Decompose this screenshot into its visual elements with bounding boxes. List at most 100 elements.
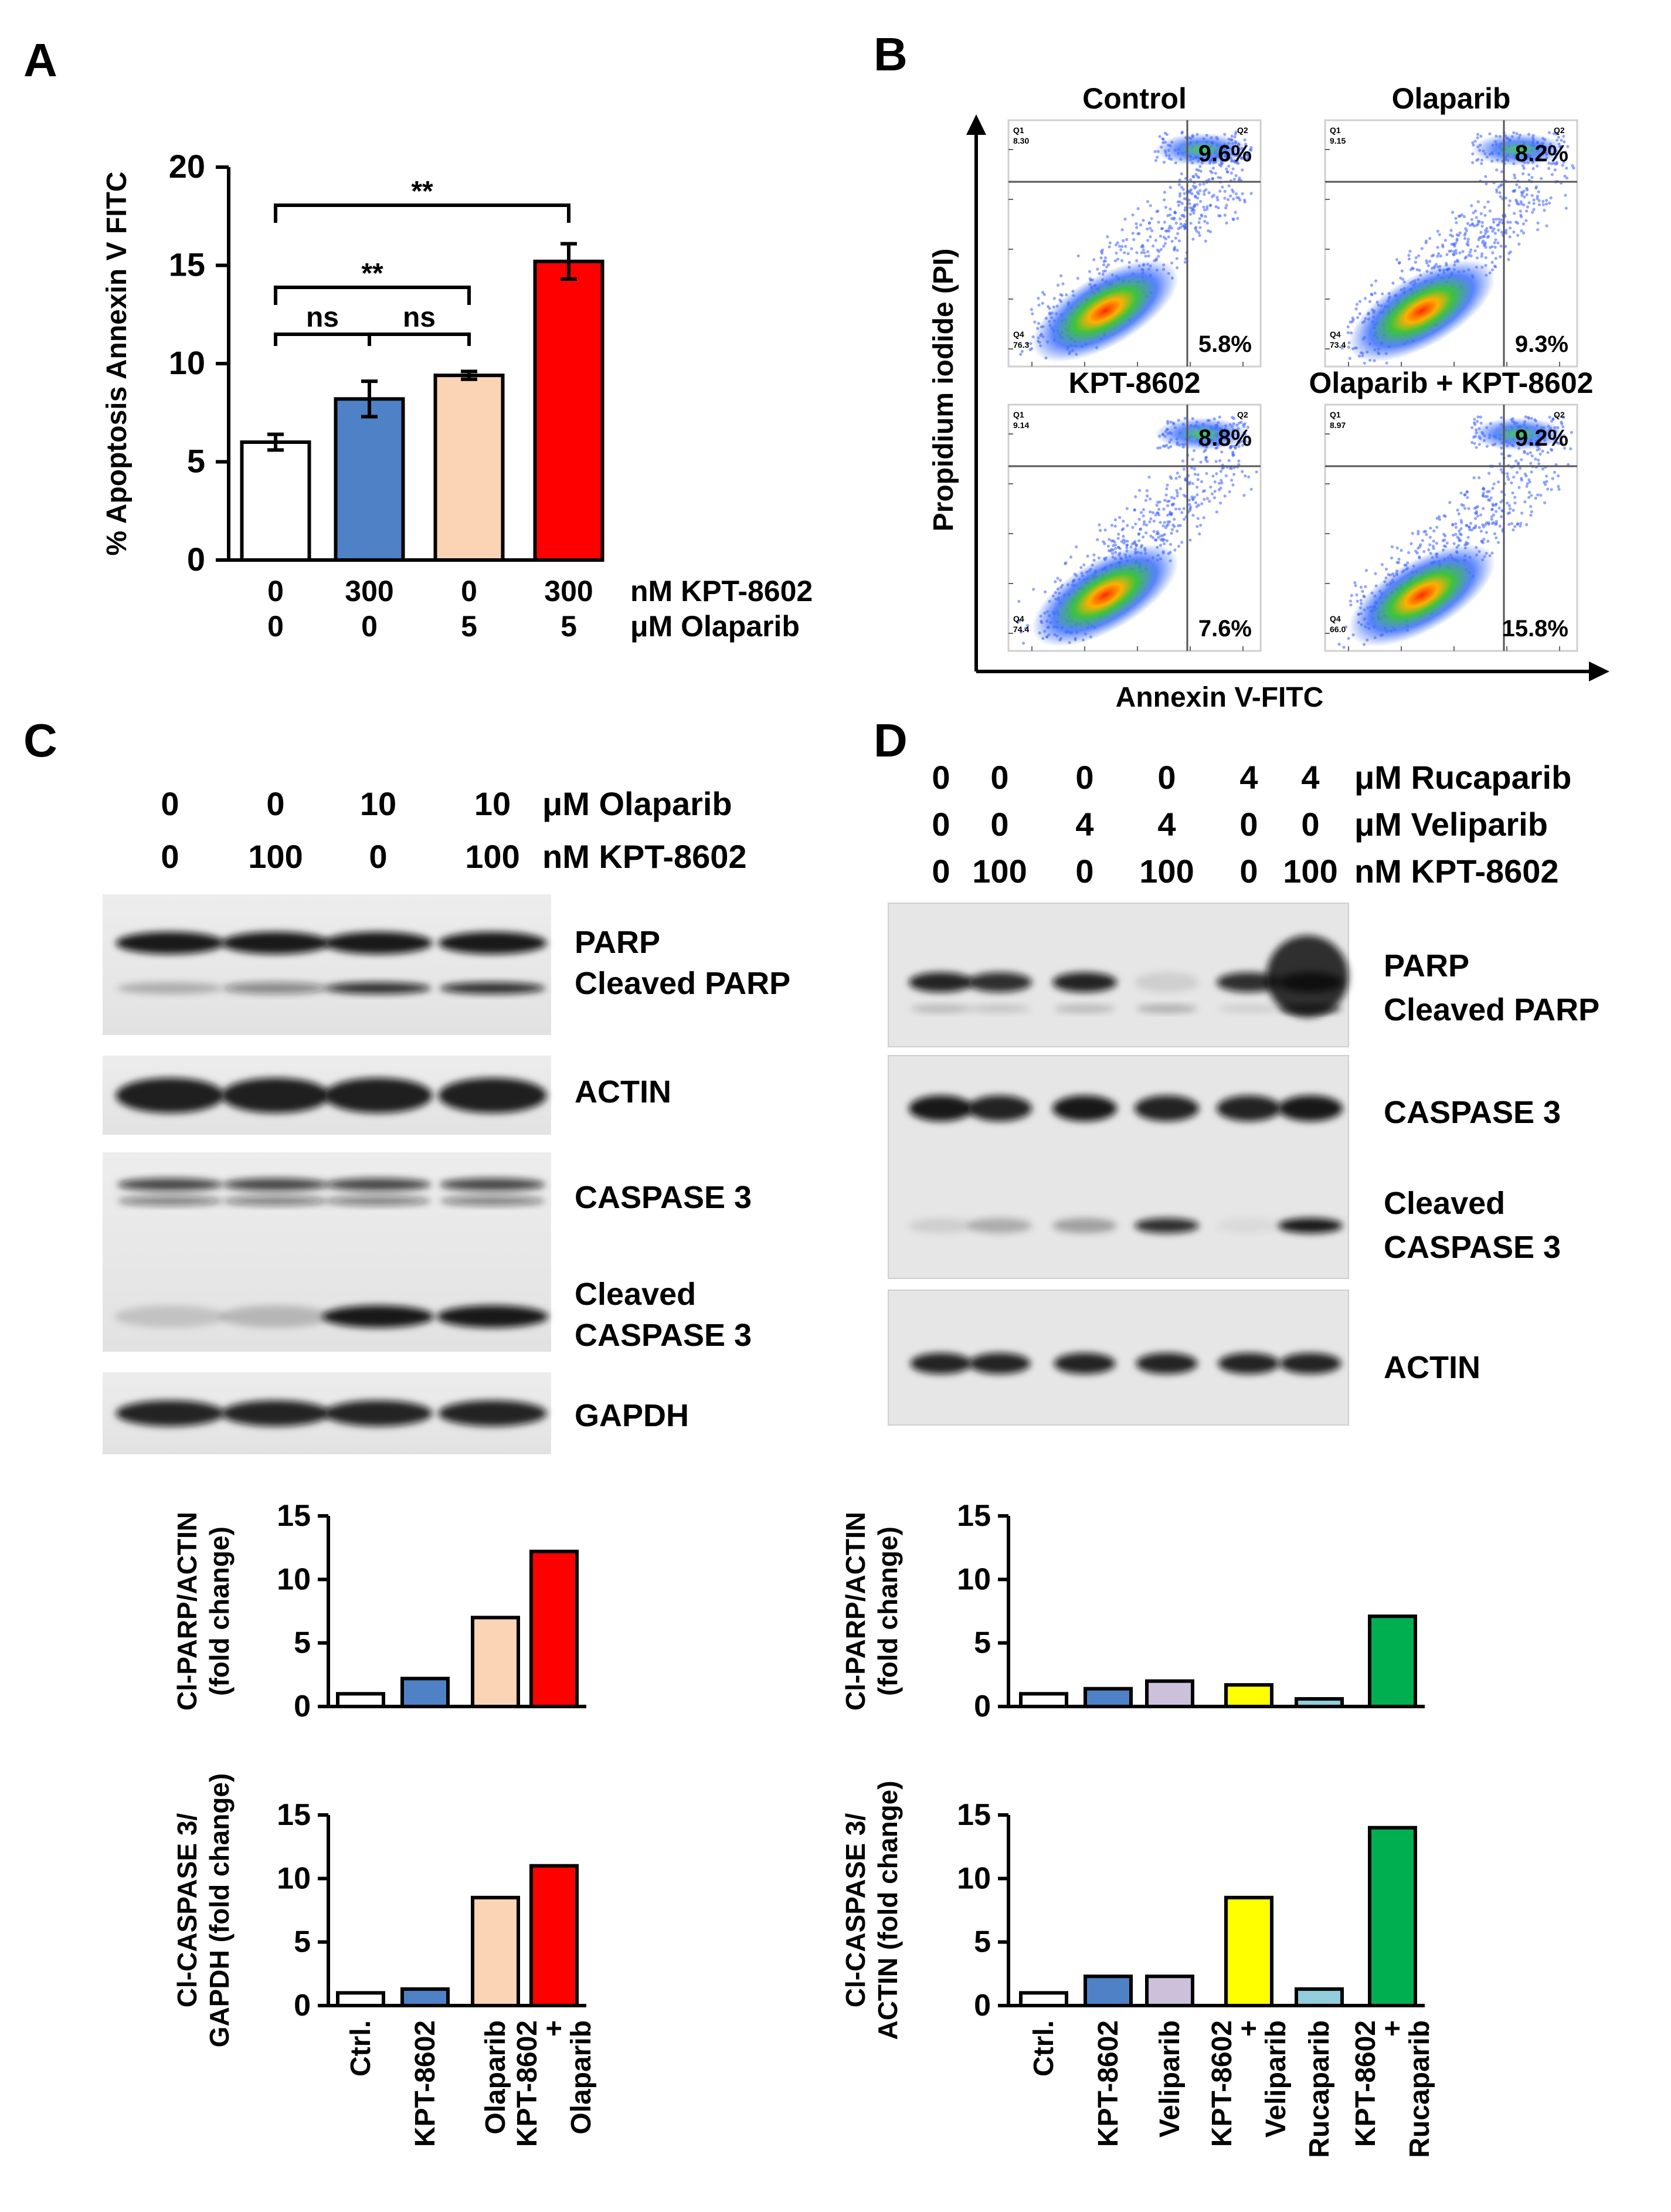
y-tick-label: 15 (169, 246, 205, 283)
c-olaparib-dose: 0 (266, 785, 284, 822)
y-tick-label: 10 (277, 1861, 311, 1895)
q4-label: Q4 (1013, 614, 1024, 623)
flow-y-arrow-icon (966, 114, 986, 135)
y-tick-label: 0 (974, 1989, 991, 2023)
quant-bar (1368, 1826, 1417, 2008)
cleaved-caspase3-band (1135, 1218, 1199, 1233)
d-rucaparib-dose: 0 (990, 759, 1008, 796)
c-blot-label: CASPASE 3 (575, 1318, 752, 1353)
q2-label: Q2 (1554, 125, 1565, 135)
d-veliparib-dose: 0 (932, 806, 950, 843)
quant-category-label: Ctrl. (1028, 2020, 1059, 2077)
quant-bar-chart: 0 5 10 15 Cl-CASPASE 3/GAPDH (fold change) (172, 1773, 586, 2048)
gapdh-band (438, 1400, 547, 1426)
c-olaparib-dose: 10 (360, 785, 396, 822)
y-tick-label: 10 (957, 1562, 991, 1596)
quant-bar-chart: 0 5 10 15 Cl-PARP/ACTIN (fold change) (172, 1499, 586, 1724)
quant-bar (1145, 1974, 1194, 2008)
d-veliparib-dose: 4 (1157, 806, 1176, 843)
cleaved-parp-band (1136, 1005, 1198, 1013)
caspase3-band (967, 1095, 1032, 1121)
error-bar (461, 369, 477, 381)
panel-letter-b: B (874, 28, 908, 80)
q4-label: Q4 (1330, 614, 1341, 623)
cleaved-parp-band (325, 982, 431, 994)
caspase3-band (909, 1095, 973, 1121)
d-veliparib-dose: 0 (990, 806, 1008, 843)
quant-bar (1019, 1991, 1068, 2007)
actin-band (221, 1078, 330, 1113)
apoptosis-bar (533, 259, 604, 562)
quant-category-label: + (539, 2020, 570, 2037)
parp-band (116, 932, 225, 954)
q3-percent: 7.6% (1198, 616, 1252, 642)
cleaved-parp-band (969, 1005, 1031, 1013)
quant-bar (1084, 1687, 1133, 1709)
y-tick-label: 5 (294, 1925, 311, 1959)
actin-band (1136, 1353, 1198, 1374)
d-blot-label: Cleaved (1384, 1186, 1505, 1221)
caspase3-band (1278, 1095, 1343, 1121)
panel-letter-c: C (23, 714, 57, 766)
c-kpt-dose: 0 (369, 838, 387, 875)
panel-c-quant-charts: 0 5 10 15 Cl-PARP/ACTIN (fold change) 0 5 10 15 Cl… (172, 1499, 597, 2147)
panel-b-flow: Propidium iodide (PI) Annexin V-FITC Con… (928, 82, 1609, 713)
cleaved-parp-band (440, 982, 545, 994)
d-kpt-dose: 0 (932, 853, 950, 890)
sig-ns-2: ns (403, 302, 436, 333)
d-kpt-dose: 100 (972, 853, 1027, 890)
q1-value: 9.15 (1330, 136, 1346, 145)
cleaved-caspase3-band (1052, 1218, 1117, 1233)
c-olaparib-dose: 0 (161, 785, 179, 822)
row1-value: 0 (461, 575, 477, 608)
error-bar (267, 432, 284, 452)
panel-letter-a: A (23, 34, 57, 86)
y-tick-label: 10 (277, 1562, 311, 1596)
c-row2-label: nM KPT-8602 (542, 838, 747, 875)
quant-bar-chart: 0 5 10 15 Cl-CASPASE 3/ACTIN (fold change) (840, 1780, 1425, 2040)
d-row1-label: μM Rucaparib (1354, 759, 1571, 796)
density-core (1349, 259, 1495, 362)
q1-value: 8.97 (1330, 420, 1346, 430)
quant-bar (471, 1616, 520, 1708)
y-tick-label: 5 (294, 1626, 311, 1660)
flow-y-axis-label: Propidium iodide (PI) (928, 249, 959, 532)
q4-value: 66.0 (1330, 625, 1346, 634)
caspase3-band (117, 1178, 223, 1191)
quant-y-label: ACTIN (fold change) (872, 1780, 903, 2040)
density-q2 (1472, 418, 1565, 450)
cleaved-caspase3-band (967, 1218, 1032, 1233)
q2-percent: 9.2% (1515, 425, 1568, 451)
flow-plot-title: Olaparib + KPT-8602 (1309, 367, 1594, 399)
q3-percent: 5.8% (1198, 331, 1252, 357)
quant-category-label: Rucaparib (1404, 2020, 1435, 2158)
row1-label: nM KPT-8602 (630, 575, 813, 608)
quant-category-label: Veliparib (1154, 2020, 1186, 2138)
actin-band (116, 1078, 225, 1113)
c-row1-label: μM Olaparib (542, 785, 732, 822)
d-kpt-dose: 100 (1139, 853, 1194, 890)
quant-category-label: + (1377, 2020, 1408, 2037)
blot-membrane (888, 1055, 1349, 1279)
y-tick-label: 0 (187, 541, 205, 578)
error-bar (561, 242, 577, 281)
y-tick-label: 0 (974, 1689, 991, 1724)
quant-category-label: Ctrl. (345, 2020, 376, 2077)
y-tick-label: 15 (957, 1499, 991, 1533)
q4-label: Q4 (1013, 330, 1024, 339)
row2-value: 5 (561, 610, 577, 643)
d-blot-label: ACTIN (1384, 1350, 1480, 1385)
apoptosis-bar (433, 374, 505, 562)
sig-star-1: ** (361, 258, 383, 289)
cleaved-caspase3-band (909, 1218, 973, 1233)
quant-category-label: Rucaparib (1304, 2020, 1335, 2158)
quant-category-label: Olaparib (480, 2020, 511, 2135)
q1-value: 9.14 (1013, 420, 1029, 430)
quant-y-label: GAPDH (fold change) (204, 1773, 235, 2048)
quant-bar-chart: 0 5 10 15 Cl-PARP/ACTIN (fold change) (840, 1499, 1425, 1724)
q2-label: Q2 (1554, 410, 1565, 419)
d-row2-label: μM Veliparib (1354, 806, 1548, 843)
